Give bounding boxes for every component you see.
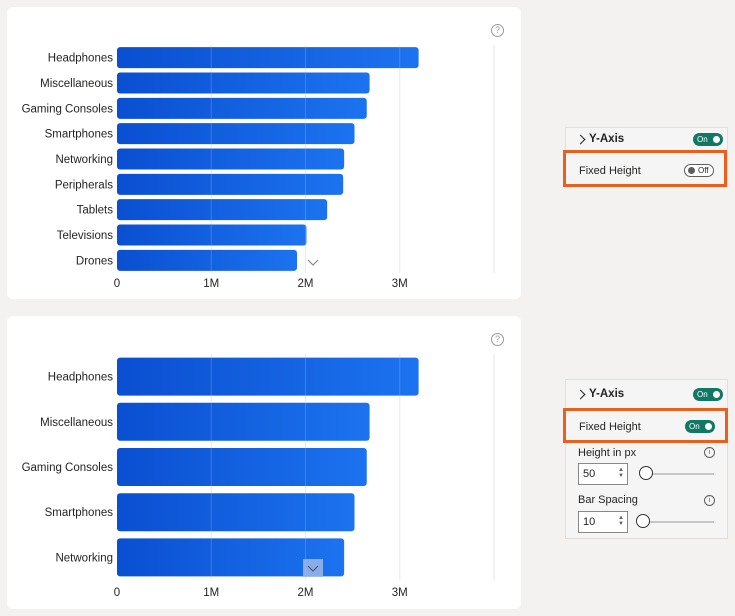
format-panel-bottom: Y-Axis On Fixed Height On Height in px 5… [565, 379, 728, 539]
x-tick-label: 2M [298, 278, 314, 290]
fixed-height-toggle[interactable]: On [685, 420, 715, 433]
spacing-slider-track[interactable] [642, 521, 714, 523]
spinner-icon[interactable]: ▲ ▼ [618, 467, 624, 479]
info-icon[interactable] [704, 495, 715, 506]
category-label: Networking [55, 552, 113, 564]
bar[interactable] [117, 97, 367, 119]
category-label: Miscellaneous [40, 417, 113, 429]
bar[interactable] [117, 493, 355, 532]
bar[interactable] [117, 249, 298, 271]
chevron-down-icon[interactable] [307, 565, 319, 572]
x-tick-label: 1M [203, 278, 219, 290]
chevron-right-icon [575, 134, 586, 145]
bar[interactable] [117, 538, 345, 577]
bar[interactable] [117, 173, 344, 195]
category-label: Peripherals [55, 179, 113, 191]
fixed-height-label: Fixed Height [579, 165, 641, 177]
scroll-down-button-bg[interactable] [303, 559, 323, 577]
help-icon[interactable] [491, 24, 504, 37]
x-tick-label: 3M [392, 278, 408, 290]
category-label: Headphones [48, 53, 113, 65]
x-tick-label: 0 [114, 278, 120, 290]
fixed-height-label: Fixed Height [579, 421, 641, 433]
bar[interactable] [117, 402, 370, 441]
chevron-down-icon[interactable] [307, 259, 319, 266]
bar[interactable] [117, 448, 367, 486]
height-label: Height in px [578, 447, 637, 459]
highlight-box [563, 408, 728, 443]
height-input[interactable]: 50 ▲ ▼ [578, 463, 628, 485]
category-label: Smartphones [45, 129, 114, 141]
bar-chart-bottom: 0 1M 2M 3M Headphones Miscellaneous Gaming Con… [22, 354, 495, 599]
chart-card-top: 0 1M 2M 3M Headphones Miscellaneous Gaming Con… [7, 7, 521, 299]
y-axis-toggle[interactable]: On [693, 133, 723, 146]
y-axis-toggle[interactable]: On [693, 388, 723, 401]
fixed-height-toggle[interactable]: Off [684, 164, 714, 177]
info-icon[interactable] [704, 447, 715, 458]
spacing-value: 10 [583, 516, 596, 528]
format-panel-top: Y-Axis On Fixed Height Off [565, 127, 728, 187]
height-slider-thumb[interactable] [638, 466, 653, 480]
category-label: Networking [55, 154, 113, 166]
help-icon[interactable] [491, 333, 504, 346]
bar[interactable] [117, 357, 419, 396]
category-label: Televisions [57, 230, 113, 242]
bar[interactable] [117, 199, 328, 221]
bar-chart-top: 0 1M 2M 3M Headphones Miscellaneous Gaming Con… [22, 45, 495, 290]
category-label: Gaming Consoles [22, 103, 114, 115]
category-label: Miscellaneous [40, 78, 113, 90]
chevron-right-icon [575, 389, 586, 400]
category-label: Drones [76, 255, 113, 267]
category-label: Tablets [77, 205, 114, 217]
bar[interactable] [117, 123, 355, 145]
spacing-input[interactable]: 10 ▲ ▼ [578, 511, 628, 533]
section-title: Y-Axis [589, 133, 625, 145]
chart-card-bottom: 0 1M 2M 3M Headphones Miscellaneous Gaming Con… [7, 316, 521, 609]
category-label: Gaming Consoles [22, 462, 114, 474]
bar[interactable] [117, 72, 370, 94]
y-axis-section-header[interactable]: Y-Axis On [566, 128, 727, 150]
height-slider-track[interactable] [642, 473, 714, 475]
spinner-icon[interactable]: ▲ ▼ [618, 515, 624, 527]
bar[interactable] [117, 47, 419, 69]
spacing-slider-thumb[interactable] [636, 514, 651, 528]
y-axis-section-header[interactable]: Y-Axis On [566, 383, 727, 405]
category-label: Smartphones [45, 507, 114, 519]
bar[interactable] [117, 224, 307, 246]
x-tick-label: 2M [298, 587, 314, 599]
height-value: 50 [583, 468, 596, 480]
spacing-label: Bar Spacing [578, 494, 638, 506]
bar[interactable] [117, 148, 345, 170]
x-tick-label: 1M [203, 587, 219, 599]
section-title: Y-Axis [589, 388, 625, 400]
category-label: Headphones [48, 372, 113, 384]
highlight-box [563, 150, 727, 187]
x-tick-label: 0 [114, 587, 120, 599]
x-tick-label: 3M [392, 587, 408, 599]
